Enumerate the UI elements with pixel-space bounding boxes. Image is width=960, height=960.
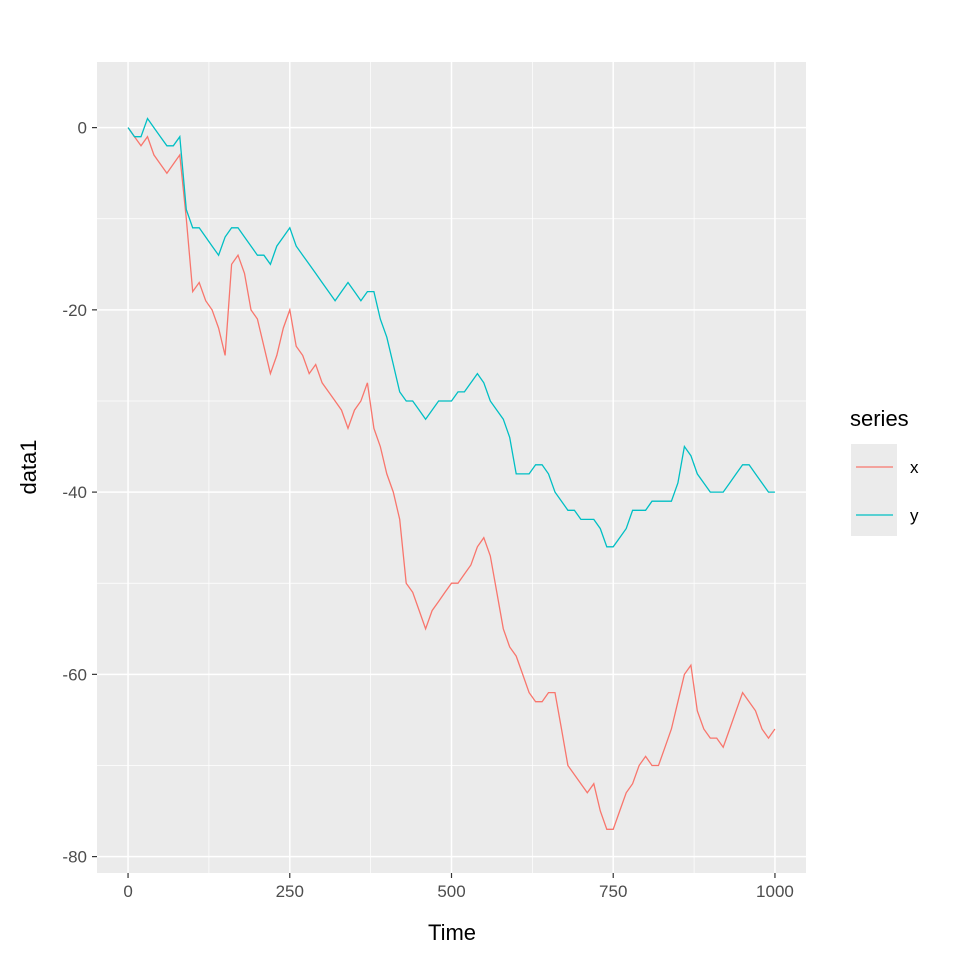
y-tick-label: -60 — [62, 665, 87, 684]
x-tick-label: 0 — [123, 882, 132, 901]
y-axis: 0 -20 -40 -60 -80 — [62, 119, 97, 867]
x-tick-label: 750 — [599, 882, 627, 901]
x-tick-label: 250 — [276, 882, 304, 901]
x-tick-label: 1000 — [756, 882, 794, 901]
y-tick-label: -40 — [62, 483, 87, 502]
legend: series x y — [850, 406, 919, 536]
series-line-y — [127, 117, 775, 548]
series-line-x — [127, 127, 776, 830]
gridlines — [97, 36, 806, 873]
legend-title: series — [850, 406, 909, 431]
x-tick-label: 500 — [437, 882, 465, 901]
legend-label-y: y — [910, 506, 919, 525]
y-tick-label: -20 — [62, 301, 87, 320]
y-tick-label: 0 — [78, 119, 87, 138]
x-axis: 0 250 500 750 1000 — [123, 873, 794, 901]
legend-key-background — [851, 444, 897, 536]
x-axis-title: Time — [428, 920, 476, 945]
y-tick-label: -80 — [62, 848, 87, 867]
y-axis-title: data1 — [16, 439, 41, 494]
legend-label-x: x — [910, 458, 919, 477]
series-lines — [127, 117, 776, 830]
